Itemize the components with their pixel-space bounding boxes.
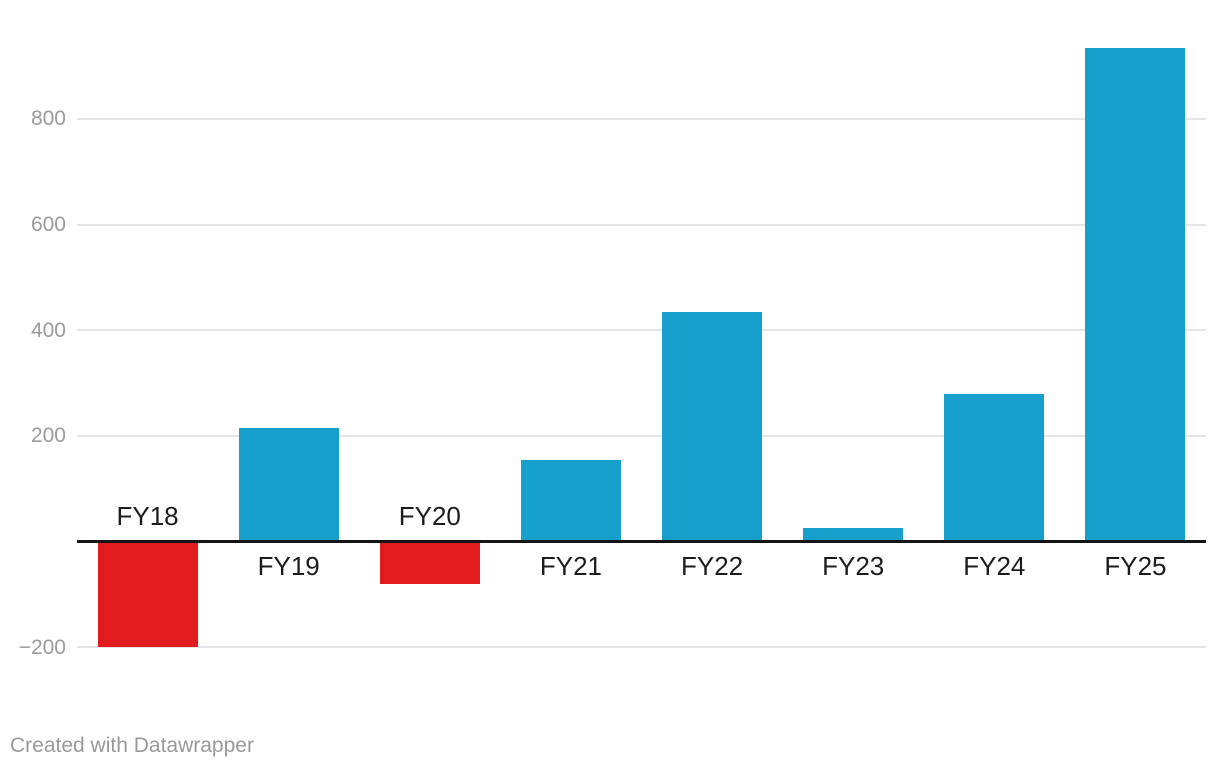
category-label-fy24: FY24 <box>963 550 1026 581</box>
attribution-text: Created with Datawrapper <box>10 734 254 757</box>
bar-fy22 <box>662 311 763 542</box>
bar-fy18 <box>97 541 198 648</box>
bar-fy21 <box>520 459 621 542</box>
bar-fy24 <box>944 393 1045 542</box>
gridline-200 <box>77 434 1206 437</box>
category-label-fy18: FY18 <box>116 500 179 531</box>
y-tick-label: 600 <box>30 213 66 237</box>
category-label-fy21: FY21 <box>539 550 603 581</box>
gridline-400 <box>77 329 1206 332</box>
bar-fy23 <box>803 528 904 542</box>
bar-fy25 <box>1085 47 1186 542</box>
gridline--200 <box>77 646 1206 649</box>
bar-fy19 <box>238 427 339 542</box>
category-label-fy20: FY20 <box>398 500 461 531</box>
gridline-800 <box>77 117 1206 120</box>
category-label-fy25: FY25 <box>1104 550 1167 581</box>
y-tick-label: 400 <box>30 318 66 342</box>
category-label-fy23: FY23 <box>822 550 885 581</box>
x-axis-line <box>77 540 1206 543</box>
category-label-fy19: FY19 <box>257 550 320 581</box>
category-label-fy22: FY22 <box>680 550 744 581</box>
y-tick-label: 200 <box>30 424 66 448</box>
y-tick-label: 800 <box>30 107 66 131</box>
gridline-600 <box>77 223 1206 226</box>
bar-fy20 <box>379 541 480 584</box>
y-tick-label: −200 <box>18 635 66 659</box>
